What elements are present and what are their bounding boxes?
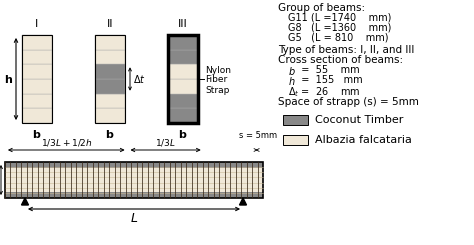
Text: $\bf{b}$: $\bf{b}$	[105, 128, 115, 140]
Text: I: I	[36, 19, 38, 29]
Bar	[22, 64, 52, 79]
Text: $\it{b}$: $\it{b}$	[288, 65, 296, 77]
Bar	[95, 35, 125, 50]
Bar	[22, 108, 52, 123]
Text: $1/3L$: $1/3L$	[155, 137, 176, 148]
Bar	[5, 162, 263, 198]
Text: Albazia falcataria: Albazia falcataria	[315, 135, 412, 145]
Text: $\Delta_t$ =  26    mm: $\Delta_t$ = 26 mm	[288, 85, 360, 99]
Text: G11 (L =1740    mm): G11 (L =1740 mm)	[288, 13, 392, 23]
Polygon shape	[239, 198, 246, 205]
Bar	[168, 50, 198, 64]
Text: $1/3L + 1/2h$: $1/3L + 1/2h$	[40, 137, 92, 148]
Text: Group of beams:: Group of beams:	[278, 3, 365, 13]
Bar	[95, 108, 125, 123]
Text: =  55    mm: = 55 mm	[295, 65, 360, 75]
Bar	[22, 94, 52, 108]
Text: Coconut Timber: Coconut Timber	[315, 115, 403, 125]
Bar	[95, 94, 125, 108]
Text: Cross section of beams:: Cross section of beams:	[278, 55, 403, 65]
Bar	[22, 50, 52, 64]
Bar	[168, 64, 198, 79]
Text: $\it{h}$: $\it{h}$	[288, 75, 295, 87]
Bar	[95, 79, 125, 94]
Text: G5   (L = 810    mm): G5 (L = 810 mm)	[288, 33, 389, 43]
Text: $\it{L}$: $\it{L}$	[130, 212, 138, 225]
Bar	[22, 79, 52, 94]
Bar	[168, 79, 198, 94]
Bar	[168, 35, 198, 123]
Bar	[95, 50, 125, 64]
Bar	[22, 35, 52, 123]
Text: $\bf{h}$: $\bf{h}$	[4, 73, 13, 85]
Bar	[5, 162, 263, 169]
Text: Fiber: Fiber	[205, 75, 227, 85]
Bar	[168, 108, 198, 123]
Text: Space of strapp (s) = 5mm: Space of strapp (s) = 5mm	[278, 97, 419, 107]
Text: Type of beams: I, II, and III: Type of beams: I, II, and III	[278, 45, 414, 55]
Text: s = 5mm: s = 5mm	[239, 131, 277, 140]
Bar	[95, 64, 125, 79]
Bar	[5, 192, 263, 198]
Text: G8   (L =1360    mm): G8 (L =1360 mm)	[288, 23, 392, 33]
Text: $\bf{b}$: $\bf{b}$	[178, 128, 188, 140]
Bar	[168, 94, 198, 108]
Bar	[283, 135, 308, 145]
Text: =  155   mm: = 155 mm	[295, 75, 363, 85]
Bar	[168, 35, 198, 50]
Bar	[95, 35, 125, 123]
Polygon shape	[21, 198, 28, 205]
Text: Strap: Strap	[205, 86, 229, 95]
Text: $\bf{b}$: $\bf{b}$	[32, 128, 42, 140]
Text: III: III	[178, 19, 188, 29]
Text: Nylon: Nylon	[205, 66, 231, 75]
Text: II: II	[107, 19, 113, 29]
Bar	[22, 35, 52, 50]
Bar	[283, 115, 308, 125]
Bar	[5, 162, 263, 198]
Text: $\Delta t$: $\Delta t$	[133, 73, 146, 85]
